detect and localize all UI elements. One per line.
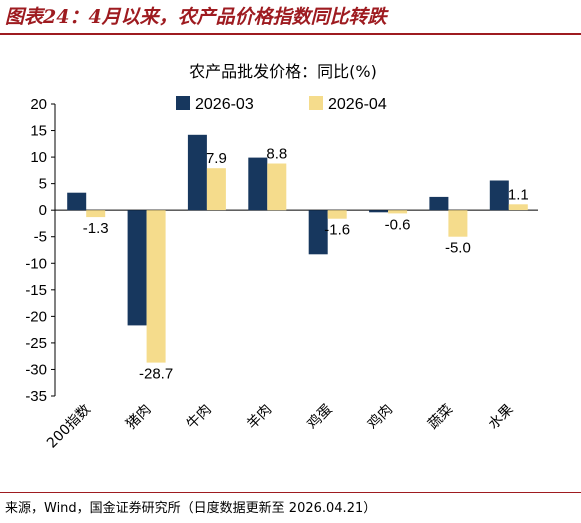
y-tick-label: 0 [39, 202, 47, 219]
bar-2026-04-鸡蛋 [327, 210, 347, 219]
data-label-200指数: -1.3 [83, 220, 109, 237]
bar-2026-03-羊肉 [248, 157, 268, 211]
x-category-label: 牛肉 [184, 402, 215, 433]
source-note: 来源，Wind，国金证券研究所（日度数据更新至 2026.04.21） [5, 501, 377, 516]
legend-swatch-2026-03 [176, 96, 190, 110]
bar-2026-04-水果 [508, 204, 528, 211]
y-tick-label: -15 [25, 282, 47, 299]
y-tick-label: -10 [25, 255, 47, 272]
bar-2026-03-蔬菜 [429, 196, 449, 211]
legend-label-2026-03: 2026-03 [195, 96, 254, 113]
chart-legend: 2026-03 2026-04 [176, 96, 387, 113]
bar-2026-03-牛肉 [187, 134, 207, 211]
x-category-label: 200指数 [44, 402, 94, 452]
y-tick-label: -20 [25, 308, 47, 325]
bar-2026-04-蔬菜 [448, 210, 468, 237]
bar-2026-04-鸡肉 [388, 210, 408, 214]
bar-2026-03-鸡肉 [369, 210, 389, 213]
data-label-鸡肉: -0.6 [385, 216, 411, 233]
data-labels: -1.3 -28.7 7.9 8.8 -1.6 -0.6 -5.0 1.1 [83, 146, 529, 383]
data-label-鸡蛋: -1.6 [324, 222, 350, 239]
y-tick-label: 5 [39, 176, 47, 193]
y-tick-label: -30 [25, 361, 47, 378]
bar-2026-03-200指数 [67, 192, 87, 211]
title-divider [0, 33, 581, 35]
y-tick-label: 10 [30, 149, 47, 166]
bar-2026-03-猪肉 [127, 210, 147, 326]
bars [67, 134, 528, 363]
y-tick-label: 15 [30, 123, 47, 140]
y-tick-label: 20 [30, 96, 47, 113]
bar-2026-04-200指数 [86, 210, 106, 218]
x-category-label: 水果 [486, 402, 517, 433]
bar-2026-04-猪肉 [146, 210, 166, 363]
data-label-羊肉: 8.8 [266, 146, 287, 163]
x-category-label: 蔬菜 [425, 402, 456, 433]
x-category-label: 鸡蛋 [304, 401, 336, 433]
chart-title: 农产品批发价格：同比(%) [189, 62, 377, 81]
x-axis-labels: 200指数 猪肉 牛肉 羊肉 鸡蛋 鸡肉 蔬菜 水果 [44, 401, 517, 452]
figure-title: 图表24：4月以来，农产品价格指数同比转跌 [5, 6, 387, 28]
data-label-牛肉: 7.9 [206, 150, 227, 167]
bar-2026-03-鸡蛋 [308, 210, 328, 255]
data-label-水果: 1.1 [508, 186, 529, 203]
data-label-蔬菜: -5.0 [445, 240, 471, 257]
y-tick-label: -35 [25, 388, 47, 405]
y-tick-label: -25 [25, 335, 47, 352]
x-category-label: 羊肉 [244, 402, 275, 433]
bar-2026-04-牛肉 [206, 168, 226, 211]
bar-2026-04-羊肉 [267, 163, 287, 211]
x-category-label: 猪肉 [123, 402, 154, 433]
bar-chart: 农产品批发价格：同比(%) 2026-03 2026-04 20 15 10 5 0 -5 -… [25, 62, 538, 452]
data-label-猪肉: -28.7 [139, 366, 173, 383]
y-axis: 20 15 10 5 0 -5 -10 -15 -20 -25 -30 -35 [25, 96, 538, 405]
bar-2026-03-水果 [489, 180, 509, 211]
y-tick-label: -5 [34, 229, 47, 246]
footer-divider [0, 492, 581, 493]
x-category-label: 鸡肉 [364, 401, 396, 433]
legend-swatch-2026-04 [309, 96, 323, 110]
legend-label-2026-04: 2026-04 [328, 96, 387, 113]
